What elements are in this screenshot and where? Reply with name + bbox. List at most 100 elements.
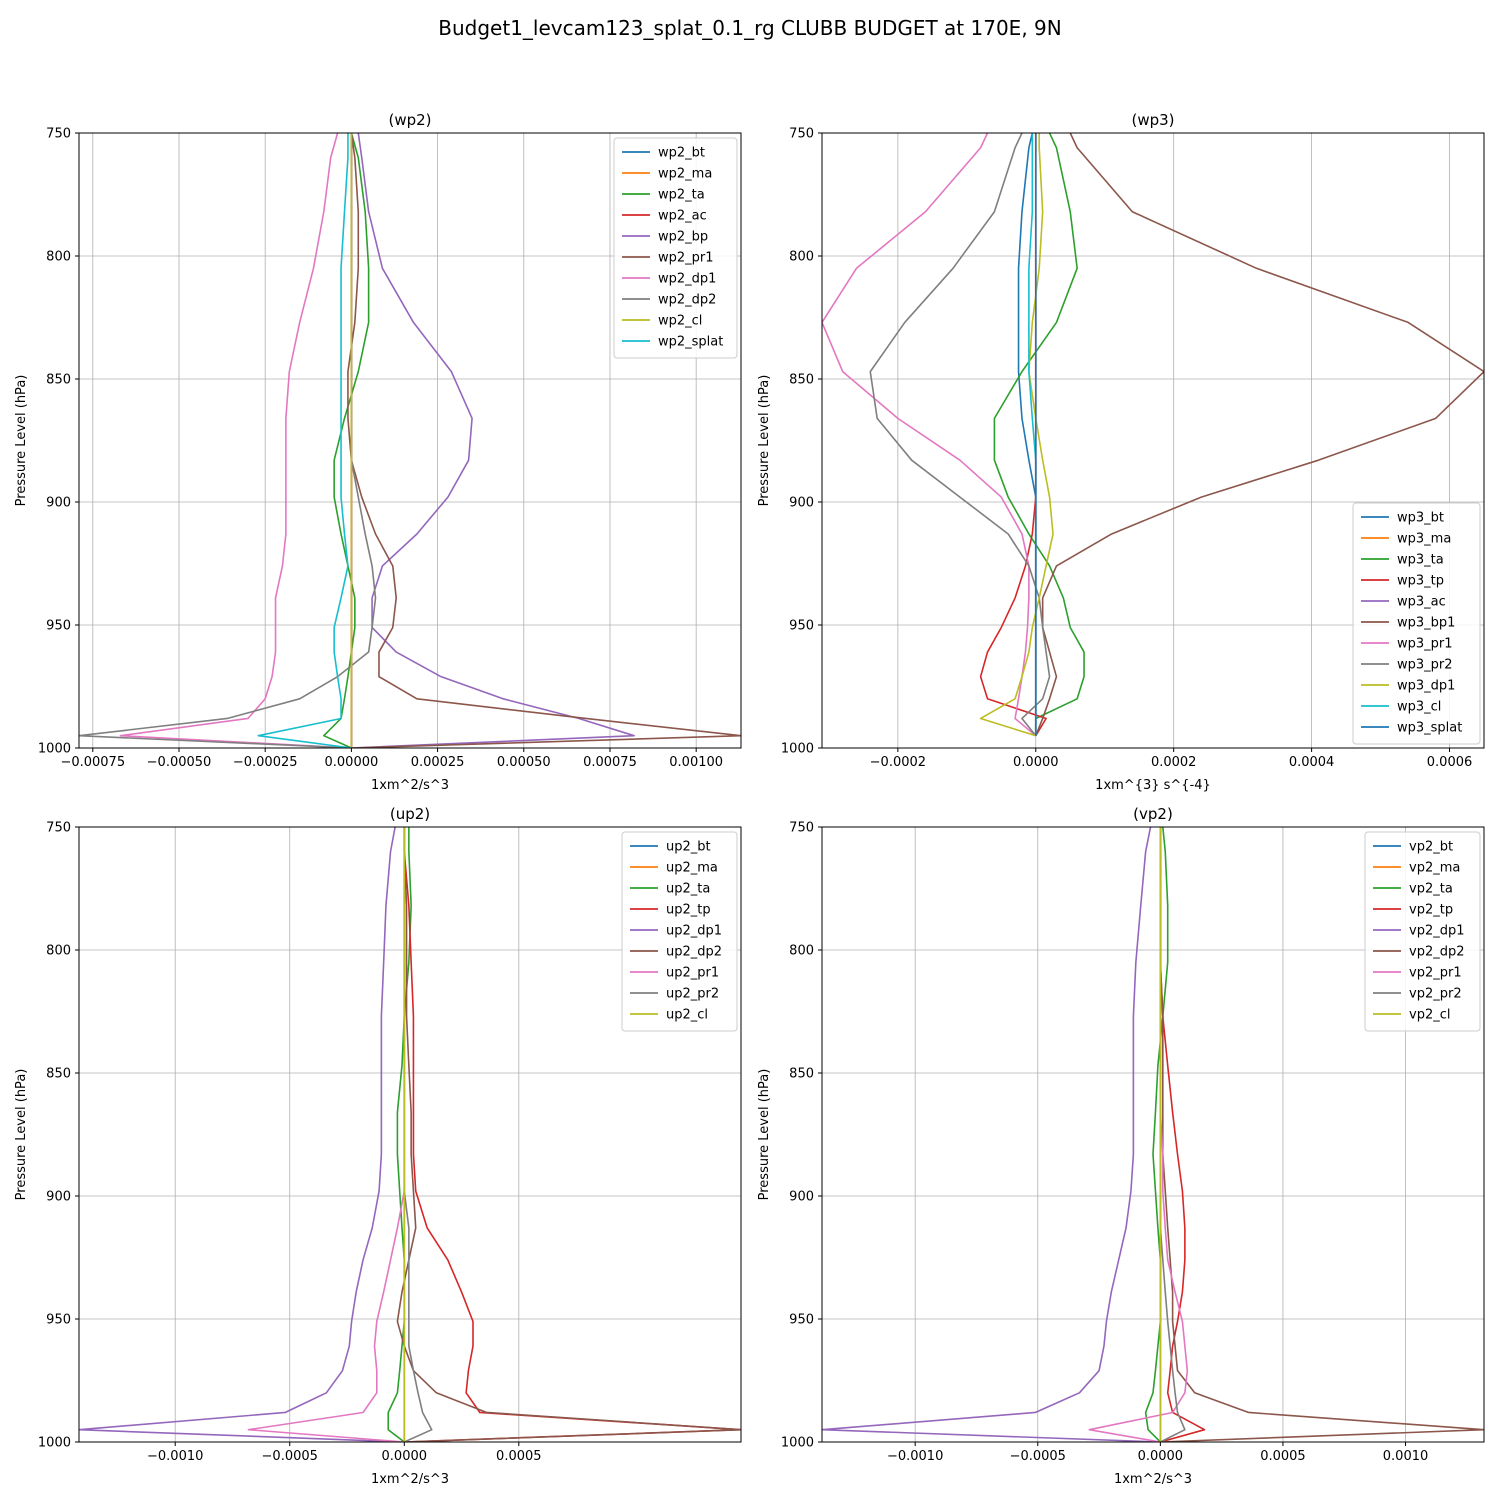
chart2-legend-label-wp3-ac: wp3_ac xyxy=(1397,595,1446,610)
chart3-ytick-label-1: 800 xyxy=(46,944,71,959)
chart4-legend-label-vp2-bt: vp2_bt xyxy=(1409,840,1453,855)
chart1-xlabel: 1xm^2/s^3 xyxy=(371,778,449,793)
chart2-xlabel: 1xm^{3} s^{-4} xyxy=(1095,778,1211,793)
chart3-title: (up2) xyxy=(390,805,430,823)
chart3-series-up2-tp xyxy=(403,827,741,1442)
chart2-legend-label-wp3-cl: wp3_cl xyxy=(1397,700,1441,715)
chart3-legend-label-up2-cl: up2_cl xyxy=(666,1008,708,1023)
chart4-frame xyxy=(821,826,1485,1443)
chart1-legend-label-wp2-dp1: wp2_dp1 xyxy=(658,272,716,287)
chart2-series-wp3-pr2 xyxy=(869,133,1051,737)
chart2-legend-label-wp3-tp: wp3_tp xyxy=(1397,574,1444,589)
chart2-series-wp3-dp1 xyxy=(979,133,1054,737)
chart4-legend-label-vp2-pr1: vp2_pr1 xyxy=(1409,966,1462,981)
chart4-xtick-label-0: −0.0010 xyxy=(887,1449,943,1464)
chart3-legend-label-up2-dp1: up2_dp1 xyxy=(666,924,722,939)
chart1-series-wp2-ta xyxy=(322,133,370,748)
chart2-xtick-label-0: −0.0002 xyxy=(870,755,926,770)
chart4-ylabel: Pressure Level (hPa) xyxy=(757,1069,772,1201)
chart3-xlabel: 1xm^2/s^3 xyxy=(371,1472,449,1487)
chart2-ytick-label-4: 950 xyxy=(789,619,814,634)
chart2-xtick-label-2: 0.0002 xyxy=(1151,755,1197,770)
chart3-legend-label-up2-ma: up2_ma xyxy=(666,861,718,876)
chart2-ytick-label-3: 900 xyxy=(789,496,814,511)
chart4-ytick-label-1: 800 xyxy=(789,944,814,959)
chart2-xtick-label-4: 0.0006 xyxy=(1427,755,1473,770)
chart3-series-up2-ta xyxy=(387,827,412,1442)
chart4-ytick-label-0: 750 xyxy=(789,821,814,836)
chart1-xtick-label-3: 0.00000 xyxy=(325,755,379,770)
chart4-xtick-label-2: 0.0000 xyxy=(1138,1449,1184,1464)
chart3-ylabel: Pressure Level (hPa) xyxy=(14,1069,29,1201)
chart1-ytick-label-3: 900 xyxy=(46,496,71,511)
chart3-legend-label-up2-dp2: up2_dp2 xyxy=(666,945,722,960)
chart4-legend-label-vp2-cl: vp2_cl xyxy=(1409,1008,1450,1023)
chart2-xtick-label-3: 0.0004 xyxy=(1289,755,1335,770)
chart1-xtick-label-0: −0.00075 xyxy=(60,755,125,770)
chart1-xtick-label-6: 0.00075 xyxy=(583,755,637,770)
chart3-legend-box xyxy=(621,831,738,1032)
chart1-series-wp2-pr1 xyxy=(347,133,741,748)
chart2-legend-label-wp3-ma: wp3_ma xyxy=(1397,532,1451,547)
chart4-legend-label-vp2-ta: vp2_ta xyxy=(1409,882,1453,897)
chart1-ytick-label-0: 750 xyxy=(46,127,71,142)
chart1-ytick-label-5: 1000 xyxy=(38,742,71,757)
chart1-legend-box xyxy=(613,137,738,359)
chart3-ytick-label-5: 1000 xyxy=(38,1436,71,1451)
chart2-legend-label-wp3-bt: wp3_bt xyxy=(1397,511,1444,526)
chart4-xtick-label-3: 0.0005 xyxy=(1260,1449,1306,1464)
chart1-xtick-label-4: 0.00025 xyxy=(411,755,465,770)
chart1-ytick-label-2: 850 xyxy=(46,373,71,388)
chart4-ytick-label-4: 950 xyxy=(789,1313,814,1328)
chart2-legend-label-wp3-ta: wp3_ta xyxy=(1397,553,1444,568)
chart2-ytick-label-2: 850 xyxy=(789,373,814,388)
chart1-legend-label-wp2-ma: wp2_ma xyxy=(658,167,712,182)
chart1-xtick-label-1: −0.00050 xyxy=(147,755,212,770)
chart4-ytick-label-2: 850 xyxy=(789,1067,814,1082)
chart3-legend-label-up2-pr2: up2_pr2 xyxy=(666,987,719,1002)
chart1-series-wp2-splat xyxy=(257,133,352,748)
chart1-series-wp2-dp1 xyxy=(119,133,352,748)
chart2-series-wp3-bp1 xyxy=(1035,133,1484,736)
chart4-series-vp2-dp1 xyxy=(822,827,1161,1442)
chart4-legend-label-vp2-dp2: vp2_dp2 xyxy=(1409,945,1465,960)
chart4-xtick-label-1: −0.0005 xyxy=(1010,1449,1066,1464)
chart1-legend-label-wp2-splat: wp2_splat xyxy=(658,335,723,350)
chart4-legend-box xyxy=(1364,831,1481,1032)
chart3-ytick-label-2: 850 xyxy=(46,1067,71,1082)
chart2-series-wp3-pr1 xyxy=(822,133,1037,737)
chart1-legend-label-wp2-bt: wp2_bt xyxy=(658,146,705,161)
chart4-legend-label-vp2-pr2: vp2_pr2 xyxy=(1409,987,1462,1002)
chart1-legend-label-wp2-ac: wp2_ac xyxy=(658,209,707,224)
chart3-xtick-label-3: 0.0005 xyxy=(496,1449,542,1464)
chart2-ytick-label-5: 1000 xyxy=(781,742,814,757)
chart2-title: (wp3) xyxy=(1131,111,1174,129)
chart2-legend-label-wp3-dp1: wp3_dp1 xyxy=(1397,679,1455,694)
chart1-legend-label-wp2-pr1: wp2_pr1 xyxy=(658,251,714,266)
chart1-title: (wp2) xyxy=(388,111,431,129)
chart3-legend-label-up2-ta: up2_ta xyxy=(666,882,710,897)
chart2-legend-label-wp3-pr2: wp3_pr2 xyxy=(1397,658,1453,673)
chart4-legend-label-vp2-tp: vp2_tp xyxy=(1409,903,1453,918)
chart4-legend-label-vp2-ma: vp2_ma xyxy=(1409,861,1460,876)
chart1-series-wp2-bp xyxy=(351,133,635,748)
chart2-ytick-label-1: 800 xyxy=(789,250,814,265)
chart2-frame xyxy=(821,132,1485,749)
chart3-ytick-label-4: 950 xyxy=(46,1313,71,1328)
chart1-legend-label-wp2-dp2: wp2_dp2 xyxy=(658,293,716,308)
chart2-ylabel: Pressure Level (hPa) xyxy=(757,375,772,507)
chart3-series-up2-dp1 xyxy=(79,827,405,1442)
chart1-ytick-label-1: 800 xyxy=(46,250,71,265)
chart4-xtick-label-4: 0.0010 xyxy=(1383,1449,1429,1464)
chart4-legend-label-vp2-dp1: vp2_dp1 xyxy=(1409,924,1465,939)
chart3-ytick-label-3: 900 xyxy=(46,1190,71,1205)
chart1-legend-label-wp2-bp: wp2_bp xyxy=(658,230,708,245)
chart3-xtick-label-2: 0.0000 xyxy=(382,1449,428,1464)
chart1-series-wp2-dp2 xyxy=(79,133,377,748)
chart1-ylabel: Pressure Level (hPa) xyxy=(14,375,29,507)
chart3-legend-label-up2-tp: up2_tp xyxy=(666,903,711,918)
chart2-legend-label-wp3-bp1: wp3_bp1 xyxy=(1397,616,1455,631)
chart2-series-wp3-ta xyxy=(993,133,1085,736)
